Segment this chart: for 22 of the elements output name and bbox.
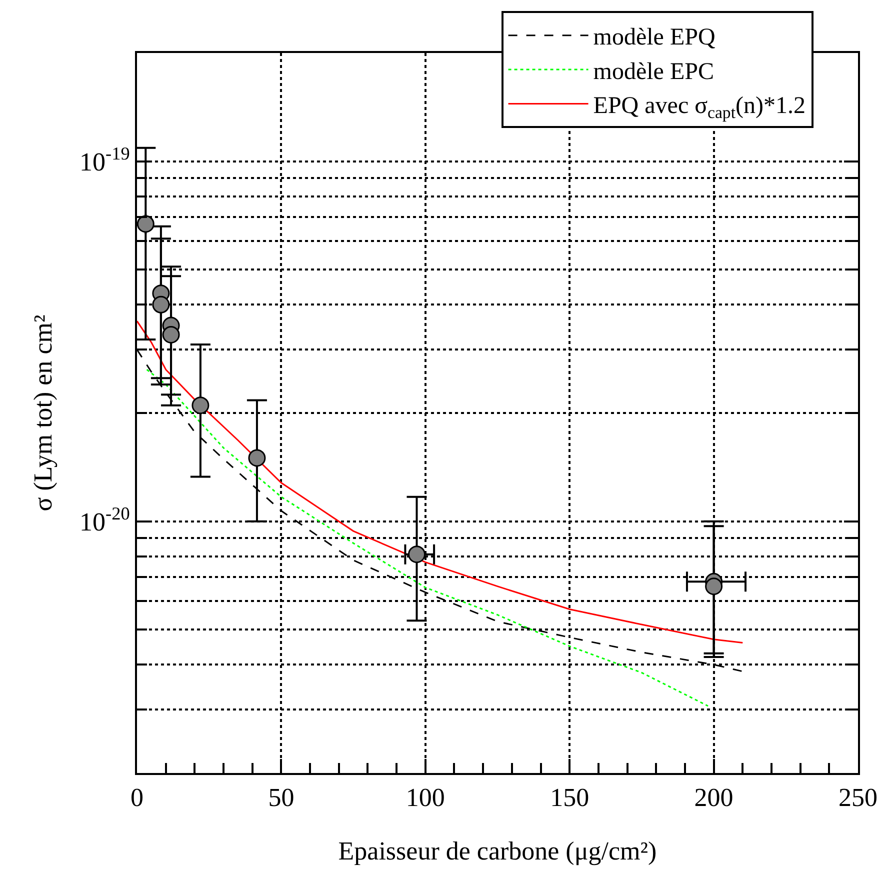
point <box>408 546 426 564</box>
point <box>137 215 154 233</box>
legend-label: modèle EPC <box>593 58 714 85</box>
line-series <box>137 320 744 644</box>
x-tick-label: 200 <box>694 783 734 812</box>
x-tick-label: 150 <box>550 783 590 812</box>
x-tick-label: 250 <box>838 783 878 812</box>
point <box>152 296 170 314</box>
legend-label: modèle EPQ <box>593 24 716 51</box>
y-tick-label: 10$^{-19}$ <box>80 144 130 176</box>
point <box>192 396 210 414</box>
point <box>162 326 180 344</box>
y-axis-title: σ (Lym tot) en cm² <box>28 314 58 512</box>
point <box>705 578 723 596</box>
x-axis-title: Epaisseur de carbone (μg/cm²) <box>338 836 657 866</box>
legend-label: EPQ avec σ$_{capt}$(n)*1.2 <box>593 93 806 122</box>
line-series <box>146 368 709 707</box>
y-tick-label: 10$^{-20}$ <box>80 504 130 536</box>
x-tick-label: 100 <box>406 783 445 812</box>
x-tick-label: 50 <box>268 783 294 812</box>
point <box>248 449 266 467</box>
x-tick-label: 0 <box>130 783 144 812</box>
